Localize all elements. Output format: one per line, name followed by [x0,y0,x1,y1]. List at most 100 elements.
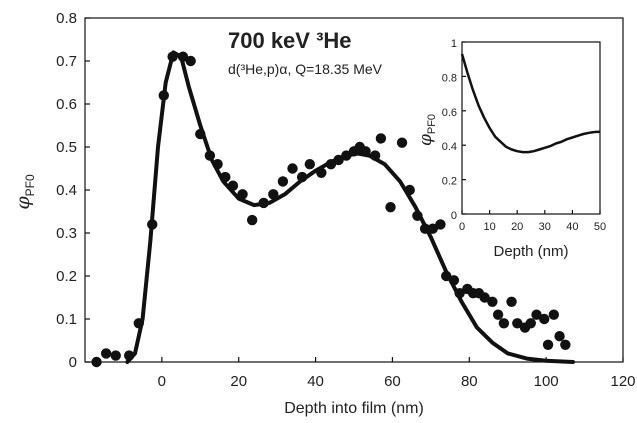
data-point [548,309,560,320]
data-point [479,292,490,303]
chart-subtitle: d(³He,p)α, Q=18.35 MeV [228,61,383,77]
data-point [396,137,408,148]
data-point [360,146,371,157]
data-point [498,318,510,329]
inset-y-tick-label: 0.2 [442,176,457,188]
data-point [492,309,504,320]
main-x-axis: 0 20 40 60 80 100 120 [158,357,636,390]
data-point [531,309,542,320]
data-point [185,55,196,67]
data-point [167,51,178,62]
main-y-tick-label: 0.1 [56,311,77,328]
main-y-tick-label: 0.5 [56,139,77,156]
main-plot: 0 20 40 60 80 100 120 00.10.20.30.40.50.60.70.… [12,10,636,417]
main-y-tick-label: 0.3 [56,225,77,242]
data-point [91,356,102,368]
data-point [525,318,536,329]
x-axis-title: Depth into film (nm) [284,400,424,417]
inset-x-axis: 0 10 20 30 40 50 [459,210,606,233]
data-point [333,154,344,166]
data-point [560,339,571,350]
data-point [110,350,121,361]
data-point [158,90,169,101]
data-point [506,296,517,307]
data-point [385,202,396,213]
data-points [91,51,571,368]
data-point [427,223,438,234]
main-x-tick-label: 100 [534,373,559,390]
data-point [419,223,431,234]
main-y-tick-label: 0.8 [56,10,77,27]
main-x-tick-label: 20 [230,373,247,390]
inset-x-tick-label: 50 [594,221,606,233]
fit-curve-line [125,50,575,364]
main-y-tick-label: 0.4 [56,182,77,199]
data-point [539,313,550,325]
data-point [412,210,423,221]
inset-x-tick-label: 10 [483,221,495,233]
inset-x-tick-label: 0 [459,221,465,233]
data-point [237,189,248,200]
inset-y-tick-label: 1 [451,38,457,50]
data-point [404,184,415,196]
main-y-tick-label: 0.6 [56,96,77,113]
data-point [325,159,337,170]
chart-title: 700 keV ³He [228,28,352,53]
data-point [542,339,554,350]
main-x-tick-label: 0 [158,373,166,390]
data-point [441,270,452,282]
main-x-tick-label: 80 [461,373,478,390]
data-point [212,159,223,170]
data-point [375,133,387,144]
data-point [258,197,269,209]
inset-y-tick-label: 0.6 [442,107,457,119]
main-y-tick-label: 0 [69,354,77,371]
data-point [123,350,135,361]
data-point [512,318,523,329]
inset-y-tick-label: 0.8 [442,72,457,84]
inset-y-tick-label: 0.4 [442,141,457,153]
inset-y-axis-title: φPF0 [416,114,438,146]
data-point [296,171,308,183]
data-point [204,150,216,161]
inset-background [462,42,600,214]
main-x-tick-label: 120 [610,373,635,390]
data-point [100,348,112,359]
data-point [287,163,298,174]
data-point [341,150,352,161]
data-point [133,318,144,329]
data-point [177,51,189,62]
main-y-axis: 0 0.1 0.2 0.3 0.4 0.5 0.6 0.7 0.8 [56,10,90,371]
data-point [195,128,206,140]
data-point [246,214,258,226]
inset-x-tick-label: 30 [539,221,551,233]
data-point [448,275,460,286]
inset-x-tick-label: 40 [566,221,578,233]
data-point [304,159,316,170]
data-point [147,219,158,230]
inset-y-axis-subscript: PF0 [426,114,438,134]
inset-curve-line [460,53,601,154]
data-point [454,288,465,299]
data-point [220,171,231,183]
inset-y-axis-symbol: φ [416,134,436,146]
main-x-tick-label: 60 [384,373,401,390]
main-y-tick-label: 0.2 [56,268,77,285]
main-y-tick-label: 0.7 [56,53,77,70]
data-point [227,180,239,191]
data-point [316,167,327,178]
y-axis-subscript: PF0 [23,174,37,196]
main-x-tick-label: 40 [307,373,324,390]
inset-plot-frame [461,41,601,215]
y-axis-symbol: φ [12,196,34,210]
inset-y-tick-label: 0 [451,210,457,222]
data-point [554,331,565,342]
inset-x-tick-label: 20 [511,221,523,233]
data-point [277,176,289,187]
inset-x-axis-title: Depth (nm) [493,243,568,260]
data-point [268,189,279,200]
inset-plot: 0 10 20 30 40 50 0 0.2 0.4 0.6 0.8 1 Depth (nm) φP… [416,38,606,260]
inset-y-axis: 0 0.2 0.4 0.6 0.8 1 [442,38,466,222]
y-axis-title: φPF0 [12,174,37,210]
